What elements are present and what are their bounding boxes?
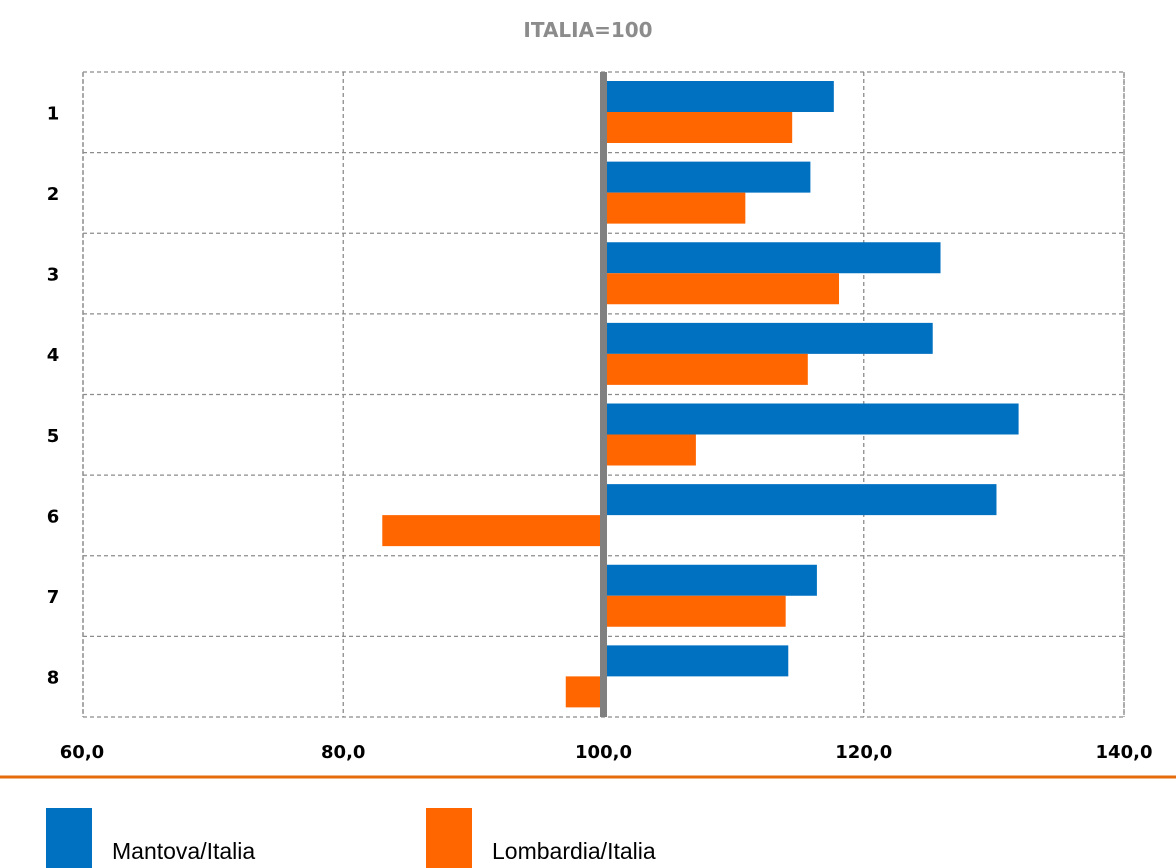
category-label: 6: [47, 506, 60, 527]
bar-lombardia-3: [603, 273, 840, 305]
category-label: 2: [47, 184, 60, 205]
bar-lombardia-1: [603, 112, 793, 143]
x-tick-label: 140,0: [1096, 742, 1153, 763]
bar-lombardia-5: [603, 434, 696, 466]
chart-title: ITALIA=100: [523, 18, 652, 42]
bar-mantova-5: [603, 403, 1019, 435]
category-label: 1: [47, 103, 60, 124]
category-label: 5: [47, 426, 60, 447]
bars: [382, 81, 1019, 708]
category-label: 8: [47, 668, 60, 689]
x-tick-labels: 60,0 80,0 100,0 120,0 140,0: [60, 742, 1153, 763]
legend-label-lombardia: Lombardia/Italia: [492, 838, 656, 864]
legend-swatch-lombardia: [426, 808, 472, 868]
bar-chart: ITALIA=100 1 2 3 4 5 6 7 8 60,0 80,0 100,0 120,0 14…: [0, 18, 1176, 779]
category-label: 3: [47, 265, 60, 286]
legend-label-mantova: Mantova/Italia: [112, 838, 256, 864]
bar-lombardia-8: [565, 676, 604, 708]
bar-mantova-4: [603, 322, 933, 354]
legend-item-mantova: Mantova/Italia: [46, 808, 255, 868]
bar-mantova-3: [603, 242, 941, 274]
x-tick-label: 80,0: [321, 742, 365, 763]
category-label: 4: [47, 345, 60, 366]
x-tick-label: 100,0: [575, 742, 632, 763]
bar-lombardia-2: [603, 192, 746, 224]
bar-mantova-8: [603, 645, 789, 677]
bar-lombardia-7: [603, 595, 786, 627]
category-labels: 1 2 3 4 5 6 7 8: [47, 103, 60, 688]
x-tick-label: 60,0: [60, 742, 104, 763]
bar-mantova-2: [603, 161, 811, 193]
bar-mantova-1: [603, 81, 834, 112]
bar-lombardia-4: [603, 353, 808, 385]
legend-item-lombardia: Lombardia/Italia: [426, 808, 656, 868]
bar-mantova-7: [603, 564, 817, 596]
legend-swatch-mantova: [46, 808, 92, 868]
bar-mantova-6: [603, 484, 997, 516]
x-tick-label: 120,0: [835, 742, 892, 763]
category-label: 7: [47, 587, 60, 608]
bar-lombardia-6: [382, 515, 604, 547]
